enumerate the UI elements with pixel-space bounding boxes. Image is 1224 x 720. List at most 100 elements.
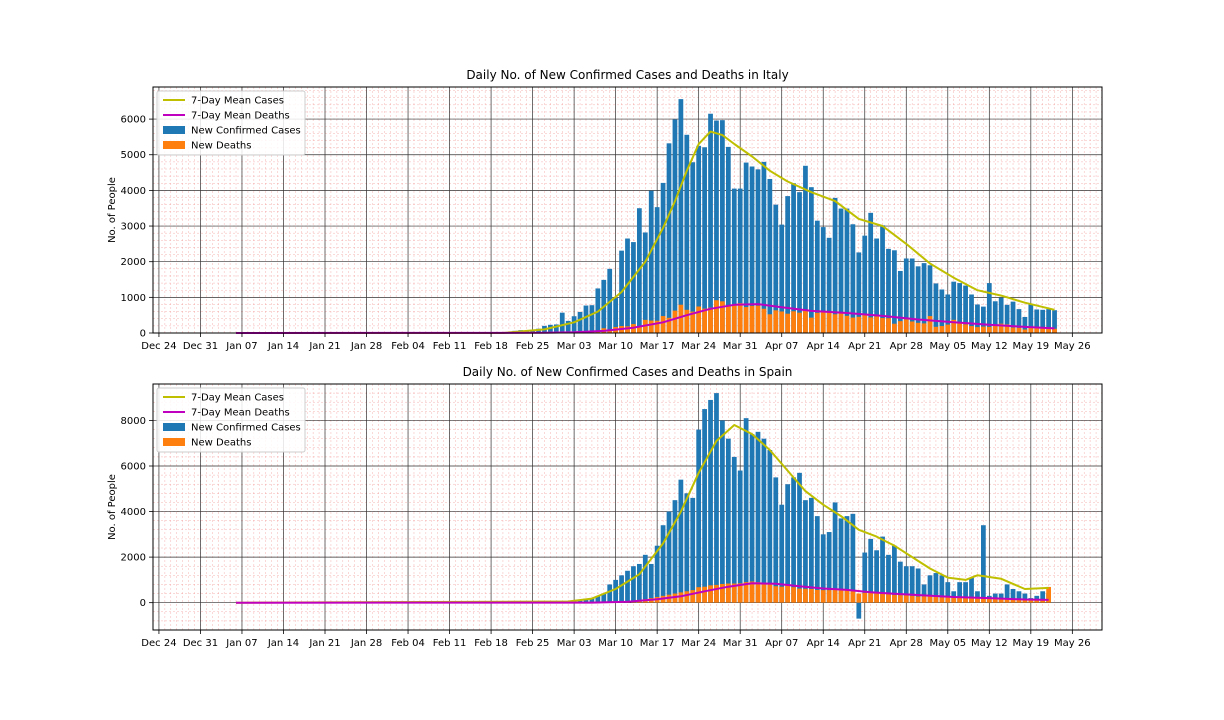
spain-cases-bar bbox=[981, 525, 986, 603]
italy-y-tick-label: 5000 bbox=[121, 150, 146, 161]
italy-cases-bar bbox=[838, 208, 844, 333]
italy-deaths-bar bbox=[992, 326, 998, 333]
italy-cases-bar bbox=[660, 182, 666, 333]
spain-y-tick-label: 0 bbox=[140, 598, 146, 609]
spain-deaths-bar bbox=[921, 596, 927, 603]
italy-cases-bar bbox=[785, 196, 791, 333]
italy-deaths-bar bbox=[1046, 328, 1051, 333]
italy-deaths-bar bbox=[660, 316, 666, 333]
spain-deaths-bar bbox=[992, 598, 998, 603]
italy-x-tick-label: Feb 11 bbox=[433, 341, 467, 352]
italy-deaths-bar bbox=[791, 311, 796, 333]
spain-deaths-bar bbox=[773, 586, 779, 603]
spain-deaths-bar bbox=[791, 587, 796, 603]
italy-legend-mean-cases: 7-Day Mean Cases bbox=[191, 96, 284, 107]
italy-deaths-bar bbox=[975, 327, 980, 333]
italy-cases-bar bbox=[975, 304, 980, 333]
spain-deaths-bar bbox=[672, 593, 678, 603]
spain-deaths-bar bbox=[767, 584, 773, 603]
spain-deaths-bar bbox=[731, 583, 737, 603]
italy-deaths-bar bbox=[761, 308, 767, 333]
italy-x-tick-label: Feb 18 bbox=[474, 341, 508, 352]
italy-cases-bar bbox=[892, 250, 897, 333]
italy-cases-bar bbox=[648, 190, 654, 333]
italy-cases-bar bbox=[1052, 310, 1057, 333]
spain-cases-bar bbox=[874, 550, 879, 603]
italy-cases-bar bbox=[903, 258, 909, 333]
italy-x-tick-label: Mar 24 bbox=[681, 341, 716, 352]
italy-cases-bar bbox=[791, 183, 796, 333]
italy-deaths-bar bbox=[1028, 327, 1034, 333]
spain-deaths-bar bbox=[725, 583, 731, 603]
italy-deaths-bar bbox=[844, 315, 850, 333]
spain-x-tick-label: Apr 21 bbox=[848, 638, 881, 649]
spain-legend: 7-Day Mean Cases 7-Day Mean Deaths New C… bbox=[156, 387, 306, 453]
spain-cases-bar bbox=[625, 570, 630, 603]
italy-deaths-bar bbox=[897, 321, 903, 333]
italy-deaths-bar bbox=[785, 313, 791, 333]
italy-x-tick-label: Mar 17 bbox=[640, 341, 675, 352]
italy-deaths-bar bbox=[957, 323, 963, 333]
spain-cases-bar bbox=[725, 438, 731, 603]
spain-deaths-bar bbox=[684, 591, 690, 603]
italy-cases-bar bbox=[951, 281, 957, 333]
italy-x-tick-label: Mar 31 bbox=[723, 341, 758, 352]
italy-deaths-bar bbox=[797, 312, 802, 333]
italy-cases-bar bbox=[897, 270, 903, 333]
spain-axes-frame bbox=[152, 383, 1103, 631]
spain-x-tick-label: Jan 21 bbox=[308, 638, 340, 649]
italy-cases-bar bbox=[761, 161, 767, 333]
spain-legend-mean-cases: 7-Day Mean Cases bbox=[191, 393, 284, 404]
italy-legend-cases-swatch bbox=[163, 126, 185, 134]
spain-cases-bar bbox=[589, 598, 595, 603]
italy-cases-bar bbox=[868, 212, 874, 333]
spain-deaths-bar bbox=[897, 595, 903, 603]
spain-cases-bar bbox=[631, 566, 636, 603]
italy-cases-bar bbox=[725, 146, 731, 333]
spain-cases-bar bbox=[696, 429, 702, 603]
spain-cases-bar bbox=[856, 602, 862, 619]
spain-cases-bar bbox=[1010, 589, 1016, 603]
italy-cases-bar bbox=[933, 283, 939, 333]
spain-x-tick-label: Mar 10 bbox=[598, 638, 633, 649]
italy-deaths-bar bbox=[903, 319, 909, 333]
italy-deaths-bar bbox=[714, 300, 719, 333]
italy-x-tick-label: Apr 21 bbox=[848, 341, 881, 352]
italy-cases-bar bbox=[797, 192, 802, 333]
italy-deaths-bar bbox=[1034, 327, 1040, 333]
spain-x-tick-label: Mar 17 bbox=[640, 638, 675, 649]
italy-legend-deaths-swatch bbox=[163, 141, 185, 149]
spain-cases-bar bbox=[903, 566, 909, 603]
spain-cases-bar bbox=[915, 568, 921, 603]
italy-cases-bar bbox=[1046, 309, 1051, 333]
italy-deaths-bar bbox=[969, 326, 974, 333]
italy-deaths-bar bbox=[755, 305, 761, 333]
italy-x-tick-label: Apr 07 bbox=[765, 341, 798, 352]
spain-x-tick-label: Feb 18 bbox=[474, 638, 508, 649]
spain-cases-bar bbox=[909, 566, 915, 603]
spain-deaths-bar bbox=[678, 592, 684, 603]
spain-mean-lines bbox=[235, 424, 1049, 604]
italy-deaths-bar bbox=[1004, 324, 1010, 333]
italy-x-tick-label: Jan 21 bbox=[308, 341, 340, 352]
italy-cases-bar bbox=[678, 99, 684, 334]
spain-deaths-bar bbox=[892, 594, 897, 603]
italy-cases-bar bbox=[803, 165, 808, 333]
spain-y-tick-label: 2000 bbox=[121, 553, 146, 564]
spain-deaths-bar bbox=[1010, 599, 1016, 603]
spain-cases-bar bbox=[607, 584, 613, 603]
italy-cases-bar bbox=[714, 120, 719, 333]
italy-cases-bar bbox=[998, 297, 1004, 333]
italy-cases-bar bbox=[844, 208, 850, 333]
spain-deaths-bar bbox=[850, 591, 856, 603]
italy-x-tick-label: May 26 bbox=[1054, 341, 1091, 352]
italy-chart-title: Daily No. of New Confirmed Cases and Dea… bbox=[466, 68, 788, 82]
italy-cases-bar bbox=[654, 207, 660, 333]
spain-legend-deaths-swatch bbox=[163, 438, 185, 446]
italy-cases-bar bbox=[921, 263, 927, 333]
italy-deaths-bar bbox=[702, 308, 707, 333]
spain-x-tick-label: Mar 31 bbox=[723, 638, 758, 649]
spain-cases-bar bbox=[654, 545, 660, 603]
italy-deaths-bar bbox=[779, 311, 785, 333]
